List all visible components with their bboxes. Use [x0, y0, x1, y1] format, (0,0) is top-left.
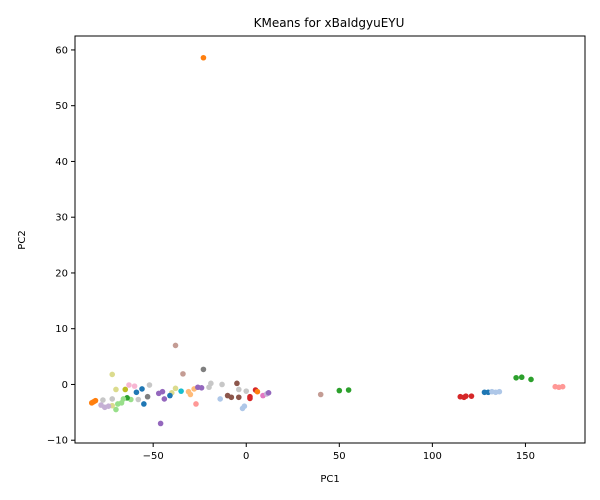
y-tick-label: 0: [62, 380, 68, 391]
scatter-point: [198, 385, 205, 391]
scatter-point: [180, 371, 186, 377]
scatter-point: [88, 400, 95, 406]
scatter-point: [468, 393, 475, 399]
scatter-point: [157, 420, 164, 427]
y-tick-label: 50: [55, 101, 68, 112]
scatter-point: [141, 401, 147, 407]
scatter-point: [243, 388, 250, 394]
scatter-point: [146, 382, 153, 388]
scatter-point: [115, 401, 121, 407]
scatter-point: [265, 390, 272, 396]
scatter-point: [109, 396, 116, 402]
scatter-point: [228, 394, 235, 401]
scatter-point: [336, 387, 343, 394]
scatter-point: [559, 383, 566, 390]
plot-area-frame: [74, 35, 586, 444]
scatter-point: [113, 406, 119, 413]
scatter-point: [167, 392, 173, 399]
scatter-point: [131, 383, 138, 389]
scatter-point: [200, 54, 207, 61]
scatter-point: [219, 381, 225, 388]
data-points: [88, 54, 566, 427]
scatter-point: [345, 387, 352, 393]
y-tick-label: −10: [47, 436, 68, 447]
scatter-point: [518, 374, 525, 381]
scatter-point: [187, 391, 194, 398]
y-tick-label: 20: [55, 268, 68, 279]
scatter-point: [254, 388, 261, 395]
scatter-point: [217, 396, 223, 402]
scatter-point: [133, 389, 140, 396]
scatter-point: [513, 374, 519, 381]
scatter-point: [144, 393, 151, 400]
scatter-point: [126, 382, 132, 388]
x-tick-label: 0: [243, 451, 249, 462]
x-tick-label: −50: [143, 451, 164, 462]
scatter-point: [98, 402, 104, 408]
scatter-point: [496, 388, 503, 395]
scatter-point: [241, 403, 248, 410]
scatter-point: [113, 386, 119, 393]
scatter-point: [234, 380, 240, 387]
scatter-point: [139, 386, 145, 392]
scatter-point: [172, 342, 179, 349]
scatter-point: [100, 397, 106, 403]
scatter-point: [317, 391, 324, 398]
y-tick-label: 30: [55, 213, 68, 224]
scatter-point: [247, 395, 253, 402]
scatter-point: [206, 384, 212, 391]
scatter-point: [235, 386, 242, 393]
x-tick-label: 150: [516, 451, 535, 462]
x-tick-label: 50: [333, 451, 346, 462]
scatter-point: [161, 396, 168, 402]
scatter-point: [109, 371, 116, 378]
scatter-point: [172, 385, 179, 392]
y-axis-label: PC2: [17, 230, 28, 249]
y-tick-label: 10: [55, 324, 68, 335]
x-axis-label: PC1: [320, 474, 339, 485]
chart-title: KMeans for xBaIdgyuEYU: [254, 16, 405, 30]
y-tick-label: 60: [55, 45, 68, 56]
scatter-point: [135, 396, 142, 403]
x-tick-label: 100: [423, 451, 442, 462]
axis-ticks: −50 0 50 100 150 −10 0 10 20 30 40 50 60: [47, 45, 535, 462]
scatter-point: [528, 376, 534, 383]
scatter-point: [235, 394, 242, 401]
scatter-point: [200, 366, 207, 373]
scatter-point: [122, 386, 129, 393]
scatter-point: [178, 388, 184, 394]
y-tick-label: 40: [55, 157, 68, 168]
scatter-point: [463, 393, 469, 399]
scatter-point: [155, 390, 162, 397]
scatter-point: [193, 401, 199, 407]
